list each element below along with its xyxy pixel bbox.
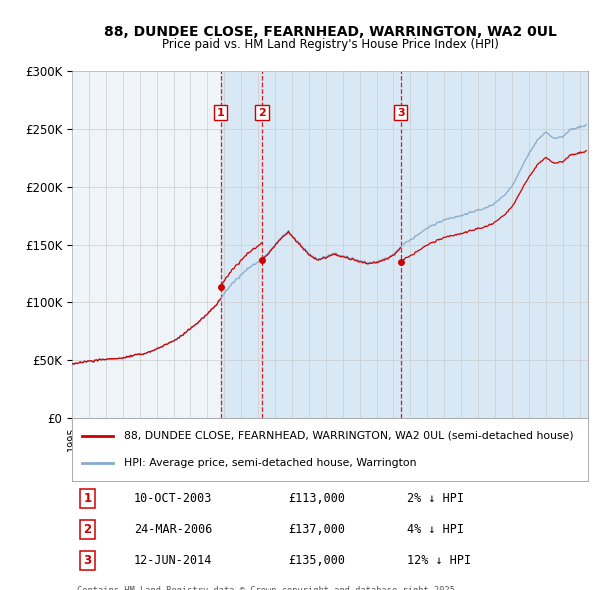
Text: 2% ↓ HPI: 2% ↓ HPI	[407, 492, 464, 505]
Text: 3: 3	[397, 107, 404, 117]
Text: Price paid vs. HM Land Registry's House Price Index (HPI): Price paid vs. HM Land Registry's House …	[161, 38, 499, 51]
Text: 88, DUNDEE CLOSE, FEARNHEAD, WARRINGTON, WA2 0UL: 88, DUNDEE CLOSE, FEARNHEAD, WARRINGTON,…	[104, 25, 556, 40]
Text: £135,000: £135,000	[289, 554, 346, 567]
Text: £137,000: £137,000	[289, 523, 346, 536]
Text: 2: 2	[258, 107, 266, 117]
Text: 10-OCT-2003: 10-OCT-2003	[134, 492, 212, 505]
Text: 2: 2	[83, 523, 92, 536]
Text: 4% ↓ HPI: 4% ↓ HPI	[407, 523, 464, 536]
Bar	[262, 71, 401, 418]
Text: 12-JUN-2014: 12-JUN-2014	[134, 554, 212, 567]
Text: 24-MAR-2006: 24-MAR-2006	[134, 523, 212, 536]
Text: 12% ↓ HPI: 12% ↓ HPI	[407, 554, 472, 567]
Bar	[401, 71, 588, 418]
Text: 1: 1	[217, 107, 224, 117]
Text: 1: 1	[83, 492, 92, 505]
Text: Contains HM Land Registry data © Crown copyright and database right 2025.
This d: Contains HM Land Registry data © Crown c…	[77, 586, 460, 590]
Text: £113,000: £113,000	[289, 492, 346, 505]
Text: 3: 3	[83, 554, 92, 567]
Text: 88, DUNDEE CLOSE, FEARNHEAD, WARRINGTON, WA2 0UL (semi-detached house): 88, DUNDEE CLOSE, FEARNHEAD, WARRINGTON,…	[124, 431, 573, 441]
Bar	[221, 71, 262, 418]
Text: HPI: Average price, semi-detached house, Warrington: HPI: Average price, semi-detached house,…	[124, 458, 416, 468]
